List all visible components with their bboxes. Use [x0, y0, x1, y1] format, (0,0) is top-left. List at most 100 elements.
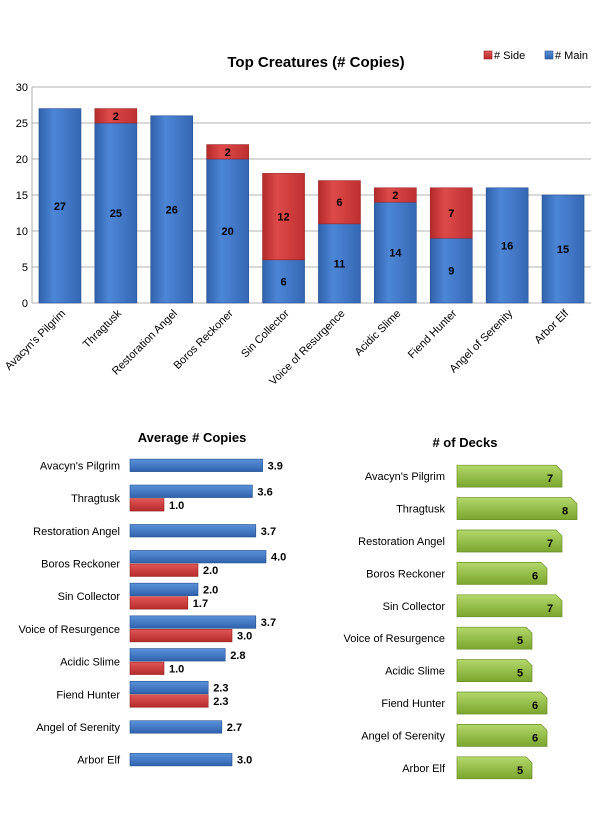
data-label-decks: 7 [547, 603, 553, 615]
data-label-avg-main: 3.6 [257, 486, 272, 498]
bar-decks-fiend-hunter [456, 691, 548, 715]
y-category-label: Voice of Resurgence [18, 624, 120, 636]
legend-label-main: # Main [555, 50, 588, 62]
bar-main-thragtusk [94, 122, 138, 304]
data-label-main: 15 [557, 244, 569, 256]
x-category-label: Boros Reckoner [172, 307, 236, 371]
data-label-main: 6 [280, 276, 286, 288]
bar-avg-side-voice-of-resurgence [129, 629, 233, 643]
bar-avg-main-avacyn-s-pilgrim [129, 458, 263, 472]
bar-side-acidic-slime [374, 187, 417, 203]
average-copies-title: Average # Copies [138, 430, 247, 445]
x-category-label: Acidic Slime [353, 308, 404, 359]
legend-swatch-side [483, 50, 493, 60]
y-tick-label: 5 [22, 262, 28, 274]
data-label-avg-side: 1.0 [169, 663, 184, 675]
x-category-label: Avacyn's Pilgrim [3, 308, 68, 373]
bar-avg-main-thragtusk [129, 484, 253, 498]
data-label-side: 2 [225, 147, 231, 159]
y-category-label: Restoration Angel [33, 526, 120, 538]
y-category-label: Thragtusk [71, 493, 120, 505]
y-tick-label: 10 [16, 226, 28, 238]
data-label-main: 11 [334, 258, 346, 270]
bar-side-thragtusk [94, 108, 138, 124]
bar-main-restoration-angel [150, 115, 194, 304]
bar-main-arbor-elf [541, 194, 585, 304]
y-category-label: Arbor Elf [402, 763, 446, 775]
y-tick-label: 25 [16, 118, 28, 130]
data-label-decks: 7 [547, 473, 553, 485]
data-label-decks: 8 [562, 506, 568, 518]
bar-avg-main-angel-of-serenity [129, 720, 223, 734]
bar-side-sin-collector [262, 173, 305, 261]
bar-avg-main-fiend-hunter [129, 680, 209, 695]
data-label-avg-side: 2.3 [213, 696, 228, 708]
bar-avg-side-thragtusk [129, 498, 165, 512]
bar-avg-main-boros-reckoner [129, 550, 267, 564]
data-label-decks: 7 [547, 538, 553, 550]
bar-avg-main-arbor-elf [129, 753, 233, 767]
bar-avg-main-voice-of-resurgence [129, 615, 257, 629]
data-label-avg-side: 1.7 [193, 598, 208, 610]
y-category-label: Angel of Serenity [36, 722, 120, 734]
y-category-label: Restoration Angel [358, 536, 445, 548]
y-category-label: Arbor Elf [77, 755, 121, 767]
data-label-avg-side: 2.0 [203, 565, 218, 577]
data-label-decks: 5 [517, 668, 523, 680]
data-label-avg-main: 3.7 [261, 617, 276, 629]
bar-main-boros-reckoner [206, 158, 249, 304]
x-category-label: Arbor Elf [532, 307, 571, 346]
y-tick-label: 20 [16, 154, 28, 166]
data-label-decks: 5 [517, 765, 523, 777]
bar-decks-avacyn-s-pilgrim [456, 464, 563, 488]
data-label-decks: 6 [532, 570, 538, 582]
y-category-label: Voice of Resurgence [343, 633, 445, 645]
data-label-side: 2 [392, 190, 398, 202]
bar-side-voice-of-resurgence [318, 180, 361, 225]
y-category-label: Sin Collector [383, 601, 446, 613]
top-creatures-chart: Top Creatures (# Copies) # Side # Main 0… [3, 50, 591, 388]
data-label-decks: 5 [517, 635, 523, 647]
data-label-avg-main: 2.3 [213, 683, 228, 695]
y-category-label: Boros Reckoner [41, 558, 120, 570]
data-label-avg-main: 3.0 [237, 755, 252, 767]
bar-side-boros-reckoner [206, 144, 249, 160]
data-label-side: 7 [448, 208, 454, 220]
legend-label-side: # Side [494, 50, 525, 62]
data-label-main: 9 [448, 266, 454, 278]
y-category-label: Fiend Hunter [56, 689, 120, 701]
bar-decks-restoration-angel [456, 529, 563, 553]
data-label-main: 20 [222, 226, 234, 238]
number-of-decks-title: # of Decks [432, 435, 497, 450]
data-label-avg-main: 2.0 [203, 584, 218, 596]
data-label-avg-main: 2.7 [227, 722, 242, 734]
bar-main-acidic-slime [374, 201, 417, 304]
average-copies-chart: Average # Copies 3.9 3.6 1.0 3.7 4.0 2.0 2.0 1.… [18, 430, 286, 767]
bar-side-fiend-hunter [429, 187, 473, 239]
bar-decks-voice-of-resurgence [456, 626, 533, 650]
bar-decks-arbor-elf [456, 756, 533, 780]
y-tick-label: 30 [16, 82, 28, 94]
bar-decks-angel-of-serenity [456, 724, 548, 747]
y-tick-label: 0 [22, 298, 28, 310]
y-category-label: Angel of Serenity [361, 730, 445, 742]
bar-avg-side-boros-reckoner [129, 563, 199, 577]
data-label-avg-side: 1.0 [169, 500, 184, 512]
bar-decks-acidic-slime [456, 659, 533, 682]
data-label-side: 2 [113, 111, 119, 123]
bar-decks-boros-reckoner [456, 562, 548, 585]
y-category-label: Thragtusk [396, 504, 445, 516]
data-label-avg-main: 4.0 [271, 552, 286, 564]
bar-avg-main-restoration-angel [129, 524, 257, 538]
data-label-decks: 6 [532, 700, 538, 712]
data-label-side: 12 [277, 212, 289, 224]
data-label-main: 25 [110, 208, 122, 220]
data-label-main: 27 [54, 201, 66, 213]
bar-decks-thragtusk [456, 497, 578, 520]
x-category-label: Sin Collector [239, 307, 292, 360]
bar-avg-side-fiend-hunter [129, 694, 209, 708]
y-category-label: Avacyn's Pilgrim [365, 471, 445, 483]
y-tick-label: 15 [16, 190, 28, 202]
